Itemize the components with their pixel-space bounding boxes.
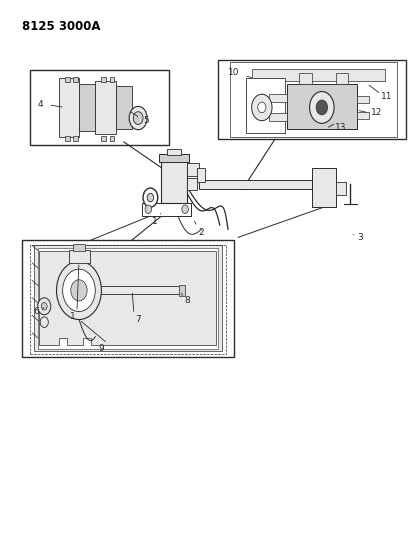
Text: 8: 8: [184, 296, 190, 305]
Polygon shape: [142, 203, 191, 216]
Circle shape: [42, 303, 47, 310]
Circle shape: [316, 100, 328, 115]
Circle shape: [145, 205, 152, 214]
Bar: [30, 70, 169, 144]
Text: 10: 10: [229, 68, 240, 77]
Polygon shape: [246, 78, 285, 133]
Circle shape: [133, 112, 143, 124]
Circle shape: [147, 193, 154, 202]
Text: 13: 13: [335, 123, 346, 132]
Polygon shape: [336, 182, 346, 195]
Bar: [196, 168, 205, 182]
Polygon shape: [38, 248, 218, 349]
Polygon shape: [312, 168, 336, 207]
Polygon shape: [167, 149, 181, 155]
Bar: [110, 136, 115, 141]
Text: 2: 2: [199, 228, 204, 237]
Bar: [356, 112, 369, 119]
Bar: [218, 60, 406, 139]
Bar: [269, 113, 287, 121]
Bar: [269, 94, 287, 102]
Circle shape: [143, 188, 158, 207]
Circle shape: [40, 317, 48, 327]
Circle shape: [129, 107, 147, 130]
Circle shape: [56, 261, 102, 319]
Polygon shape: [95, 286, 181, 294]
Text: 4: 4: [37, 100, 43, 109]
Polygon shape: [161, 160, 187, 203]
Text: 1: 1: [152, 217, 157, 226]
Polygon shape: [159, 154, 189, 161]
Polygon shape: [115, 86, 132, 128]
Circle shape: [62, 269, 95, 312]
Polygon shape: [34, 245, 222, 351]
Text: 12: 12: [371, 108, 383, 117]
Text: 5: 5: [143, 116, 149, 125]
Bar: [65, 77, 69, 82]
Polygon shape: [246, 78, 285, 133]
Polygon shape: [230, 62, 397, 136]
Circle shape: [38, 298, 51, 315]
Bar: [187, 178, 197, 190]
Polygon shape: [252, 69, 385, 81]
Bar: [69, 249, 90, 263]
Polygon shape: [287, 84, 356, 128]
Bar: [65, 136, 69, 141]
Text: 9: 9: [99, 344, 104, 353]
Text: 6: 6: [33, 307, 39, 316]
Bar: [73, 136, 78, 141]
Text: 7: 7: [135, 315, 141, 324]
Circle shape: [182, 205, 188, 214]
Polygon shape: [58, 78, 79, 136]
Bar: [336, 73, 349, 84]
Circle shape: [71, 280, 87, 301]
Bar: [179, 285, 185, 296]
Text: 1: 1: [70, 312, 76, 321]
Circle shape: [309, 92, 334, 123]
Polygon shape: [95, 81, 115, 134]
Bar: [110, 77, 115, 82]
Bar: [73, 77, 78, 82]
Bar: [187, 163, 199, 176]
Bar: [22, 240, 234, 357]
Text: 3: 3: [358, 233, 363, 242]
Bar: [30, 245, 226, 354]
Polygon shape: [39, 251, 216, 345]
Bar: [102, 136, 106, 141]
Text: 11: 11: [381, 92, 393, 101]
Bar: [356, 96, 369, 103]
Text: 8125 3000A: 8125 3000A: [22, 20, 100, 33]
Circle shape: [252, 94, 272, 120]
Polygon shape: [79, 84, 95, 131]
Circle shape: [258, 102, 266, 113]
Bar: [102, 77, 106, 82]
Polygon shape: [199, 180, 312, 189]
Bar: [73, 244, 85, 251]
Bar: [299, 73, 312, 84]
